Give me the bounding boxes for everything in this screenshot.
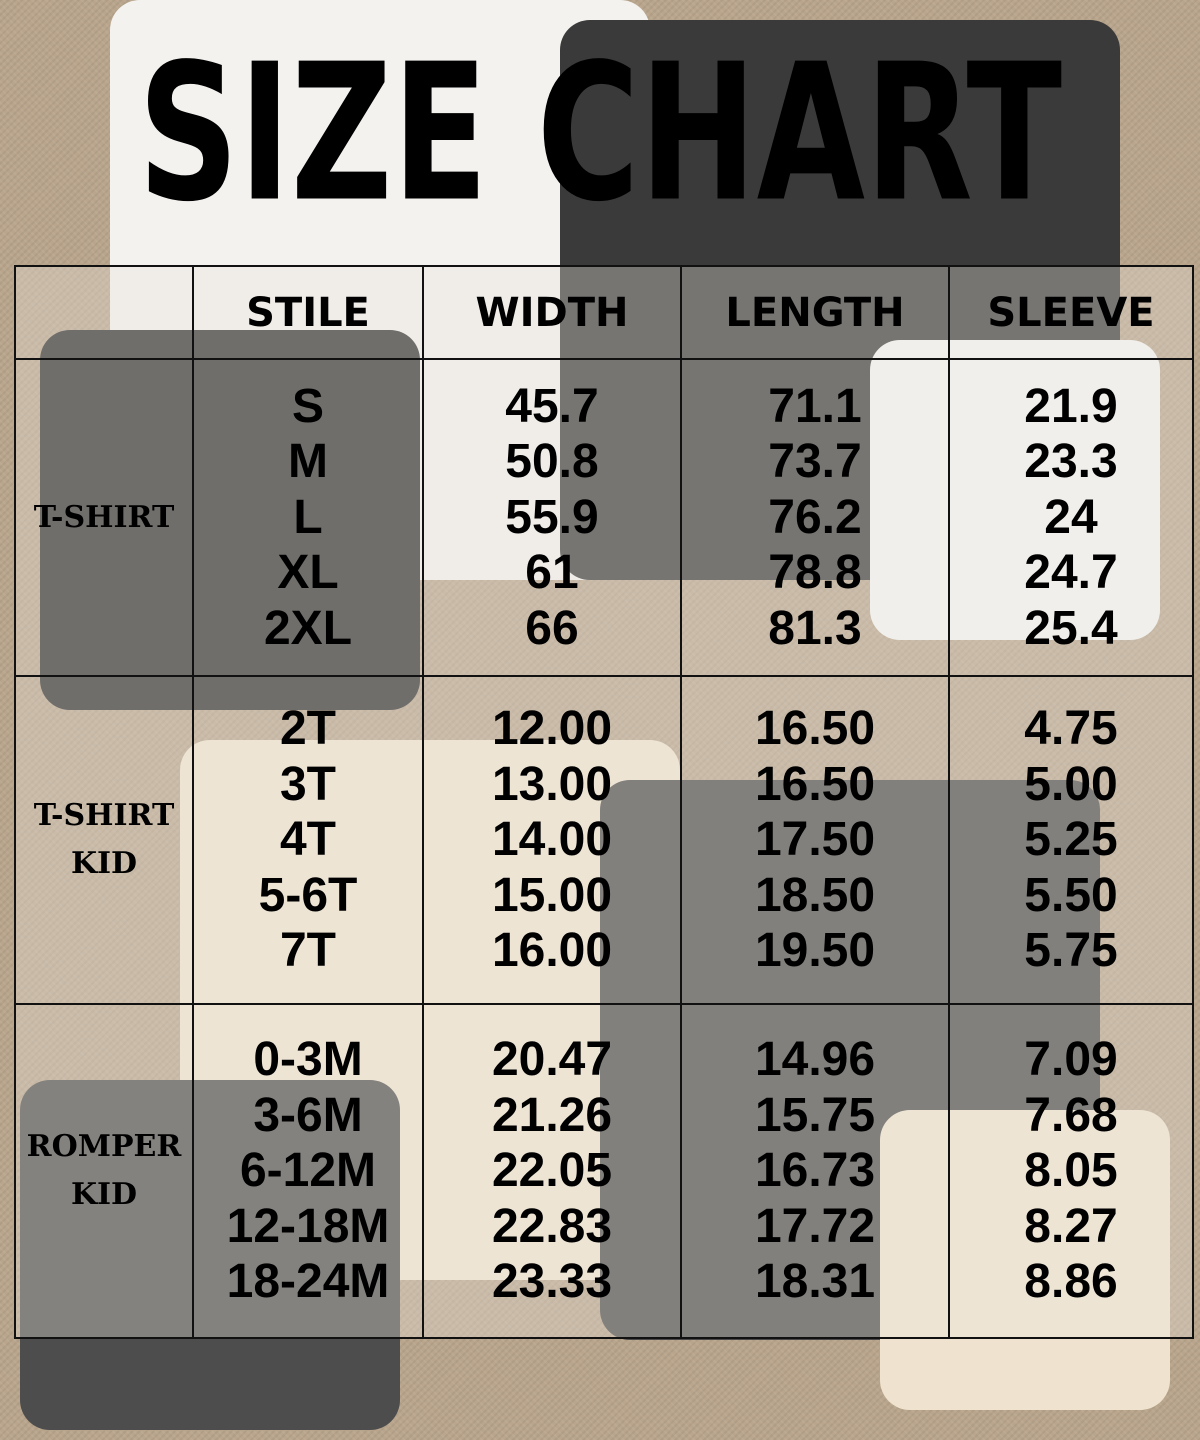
value-width: 14.00 <box>491 813 613 867</box>
value-sleeve: 8.86 <box>1024 1255 1118 1309</box>
value-width: 21.26 <box>491 1088 613 1142</box>
value-length: 76.2 <box>768 490 862 544</box>
value-sizes: 18-24M <box>226 1255 390 1309</box>
value-sleeve: 21.9 <box>1024 379 1118 433</box>
value-length: 17.72 <box>754 1199 876 1253</box>
cell-width: 45.7 50.8 55.9 61 66 <box>422 358 682 677</box>
value-length: 18.31 <box>754 1255 876 1309</box>
value-width: 12.00 <box>491 702 613 756</box>
cell-sizes: S M L XL 2XL <box>192 358 424 677</box>
value-length: 18.50 <box>754 868 876 922</box>
value-sizes: 2T <box>279 702 336 756</box>
value-width: 16.00 <box>491 924 613 978</box>
value-sleeve: 23.3 <box>1024 435 1118 489</box>
value-length: 71.1 <box>768 379 862 433</box>
value-sleeve: 25.4 <box>1024 601 1118 655</box>
value-width: 22.05 <box>491 1144 613 1198</box>
value-sizes: 4T <box>279 813 336 867</box>
value-sizes: XL <box>277 546 339 600</box>
value-length: 16.50 <box>754 702 876 756</box>
value-length: 78.8 <box>768 546 862 600</box>
page-title: SIZE CHART <box>137 24 1063 245</box>
value-sleeve: 5.25 <box>1024 813 1118 867</box>
value-width: 66 <box>525 601 579 655</box>
value-sizes: 3T <box>279 757 336 811</box>
value-sizes: M <box>288 435 328 489</box>
section-row: T-SHIRT S M L XL 2XL 45.7 50.8 55.9 61 66 71.1 73.7 7… <box>14 358 1194 677</box>
size-table: STILE WIDTH LENGTH SLEEVE T-SHIRT S M L XL 2XL 45… <box>14 265 1194 1339</box>
section-label: T-SHIRT KID <box>14 675 194 1005</box>
value-width: 61 <box>525 546 579 600</box>
cell-sleeve: 4.75 5.00 5.25 5.50 5.75 <box>948 675 1194 1005</box>
value-width: 45.7 <box>505 379 599 433</box>
value-width: 15.00 <box>491 868 613 922</box>
value-sleeve: 5.75 <box>1024 924 1118 978</box>
cell-sleeve: 21.9 23.3 24 24.7 25.4 <box>948 358 1194 677</box>
value-sleeve: 24.7 <box>1024 546 1118 600</box>
value-sleeve: 5.00 <box>1024 757 1118 811</box>
value-sleeve: 5.50 <box>1024 868 1118 922</box>
section-row: ROMPER KID 0-3M 3-6M 6-12M 12-18M 18-24M 20.47… <box>14 1003 1194 1339</box>
value-length: 16.73 <box>754 1144 876 1198</box>
value-sizes: 6-12M <box>239 1144 377 1198</box>
value-sleeve: 7.09 <box>1024 1033 1118 1087</box>
value-width: 55.9 <box>505 490 599 544</box>
value-width: 22.83 <box>491 1199 613 1253</box>
value-sleeve: 8.05 <box>1024 1144 1118 1198</box>
cell-length: 16.50 16.50 17.50 18.50 19.50 <box>680 675 950 1005</box>
cell-sizes: 2T 3T 4T 5-6T 7T <box>192 675 424 1005</box>
cell-width: 12.00 13.00 14.00 15.00 16.00 <box>422 675 682 1005</box>
value-sizes: 5-6T <box>258 868 358 922</box>
value-sizes: L <box>293 490 323 544</box>
value-width: 13.00 <box>491 757 613 811</box>
value-sleeve: 7.68 <box>1024 1088 1118 1142</box>
header-length: LENGTH <box>680 265 950 360</box>
header-row: STILE WIDTH LENGTH SLEEVE <box>14 265 1194 360</box>
value-sizes: 3-6M <box>253 1088 363 1142</box>
value-length: 19.50 <box>754 924 876 978</box>
value-sleeve: 4.75 <box>1024 702 1118 756</box>
value-sizes: 2XL <box>263 601 353 655</box>
header-width: WIDTH <box>422 265 682 360</box>
value-sizes: 12-18M <box>226 1199 390 1253</box>
header-stile: STILE <box>192 265 424 360</box>
section-label: ROMPER KID <box>14 1003 194 1339</box>
cell-sleeve: 7.09 7.68 8.05 8.27 8.86 <box>948 1003 1194 1339</box>
value-length: 16.50 <box>754 757 876 811</box>
cell-width: 20.47 21.26 22.05 22.83 23.33 <box>422 1003 682 1339</box>
value-width: 20.47 <box>491 1033 613 1087</box>
value-length: 15.75 <box>754 1088 876 1142</box>
value-sizes: 0-3M <box>253 1033 363 1087</box>
header-corner <box>14 265 194 360</box>
value-sizes: S <box>291 379 324 433</box>
value-sleeve: 8.27 <box>1024 1199 1118 1253</box>
section-label: T-SHIRT <box>14 358 194 677</box>
section-row: T-SHIRT KID 2T 3T 4T 5-6T 7T 12.00 13.00 14.00 15… <box>14 675 1194 1005</box>
value-length: 73.7 <box>768 435 862 489</box>
cell-sizes: 0-3M 3-6M 6-12M 12-18M 18-24M <box>192 1003 424 1339</box>
value-length: 81.3 <box>768 601 862 655</box>
cell-length: 71.1 73.7 76.2 78.8 81.3 <box>680 358 950 677</box>
cell-length: 14.96 15.75 16.73 17.72 18.31 <box>680 1003 950 1339</box>
value-length: 17.50 <box>754 813 876 867</box>
value-width: 50.8 <box>505 435 599 489</box>
value-length: 14.96 <box>754 1033 876 1087</box>
value-width: 23.33 <box>491 1255 613 1309</box>
value-sizes: 7T <box>279 924 336 978</box>
value-sleeve: 24 <box>1044 490 1098 544</box>
header-sleeve: SLEEVE <box>948 265 1194 360</box>
